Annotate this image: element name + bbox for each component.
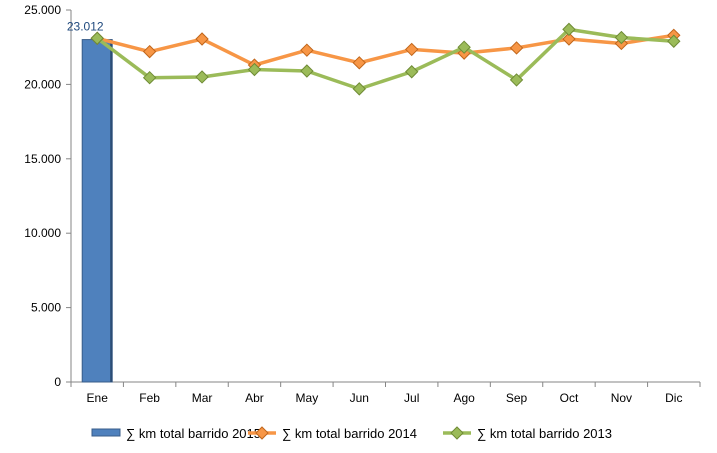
y-tick-label: 5.000 bbox=[31, 301, 61, 315]
axes: 0 5.000 10.000 15.000 20.000 25.000 Ene Feb Mar A… bbox=[24, 3, 701, 405]
x-tick-label: Nov bbox=[611, 391, 632, 405]
x-tick-label: Jul bbox=[404, 391, 419, 405]
x-tick-label: May bbox=[296, 391, 319, 405]
series-point bbox=[300, 64, 314, 78]
series-point bbox=[247, 62, 262, 77]
x-tick-label: Ago bbox=[453, 391, 475, 405]
bar-series bbox=[81, 39, 113, 383]
bar-data-label: 23.012 bbox=[67, 20, 104, 34]
legend-label: ∑ km total barrido 2013 bbox=[477, 426, 612, 441]
series-point bbox=[300, 43, 314, 57]
series-point bbox=[562, 32, 576, 46]
series-point bbox=[195, 70, 209, 84]
x-tick-label: Abr bbox=[245, 391, 264, 405]
data-labels: 23.012 bbox=[67, 20, 104, 34]
series-point bbox=[509, 41, 524, 55]
series-point bbox=[142, 70, 157, 85]
series-point bbox=[352, 56, 366, 70]
series-point bbox=[405, 42, 419, 57]
legend: ∑ km total barrido 2015 ∑ km total barrid… bbox=[91, 426, 612, 441]
y-tick-label: 10.000 bbox=[24, 226, 61, 240]
y-tick-label: 15.000 bbox=[24, 152, 61, 166]
series-point bbox=[667, 34, 681, 48]
series-point bbox=[142, 44, 157, 59]
x-tick-label: Oct bbox=[560, 391, 579, 405]
series-point bbox=[195, 32, 209, 46]
series-point bbox=[90, 31, 104, 45]
bar bbox=[81, 39, 113, 383]
x-tick-label: Ene bbox=[87, 391, 109, 405]
legend-swatch-marker bbox=[255, 426, 269, 440]
x-tick-label: Feb bbox=[139, 391, 160, 405]
legend-swatch-marker bbox=[450, 426, 464, 440]
series-line-0 bbox=[96, 33, 675, 67]
series-point bbox=[614, 30, 629, 45]
legend-label: ∑ km total barrido 2014 bbox=[282, 426, 417, 441]
x-tick-label: Dic bbox=[665, 391, 682, 405]
y-tick-label: 20.000 bbox=[24, 77, 61, 91]
legend-swatch-bar bbox=[91, 428, 121, 437]
x-tick-label: Jun bbox=[350, 391, 369, 405]
series-point bbox=[405, 65, 419, 79]
series-point bbox=[457, 40, 471, 54]
x-tick-label: Mar bbox=[192, 391, 213, 405]
series-line-1 bbox=[96, 27, 674, 91]
line-series bbox=[90, 22, 681, 96]
y-tick-label: 0 bbox=[54, 375, 61, 389]
legend-label: ∑ km total barrido 2015 bbox=[126, 426, 261, 441]
series-point bbox=[509, 73, 524, 87]
series-point bbox=[352, 82, 366, 96]
series-point bbox=[562, 22, 576, 37]
x-tick-label: Sep bbox=[506, 391, 528, 405]
y-tick-label: 25.000 bbox=[24, 3, 61, 17]
